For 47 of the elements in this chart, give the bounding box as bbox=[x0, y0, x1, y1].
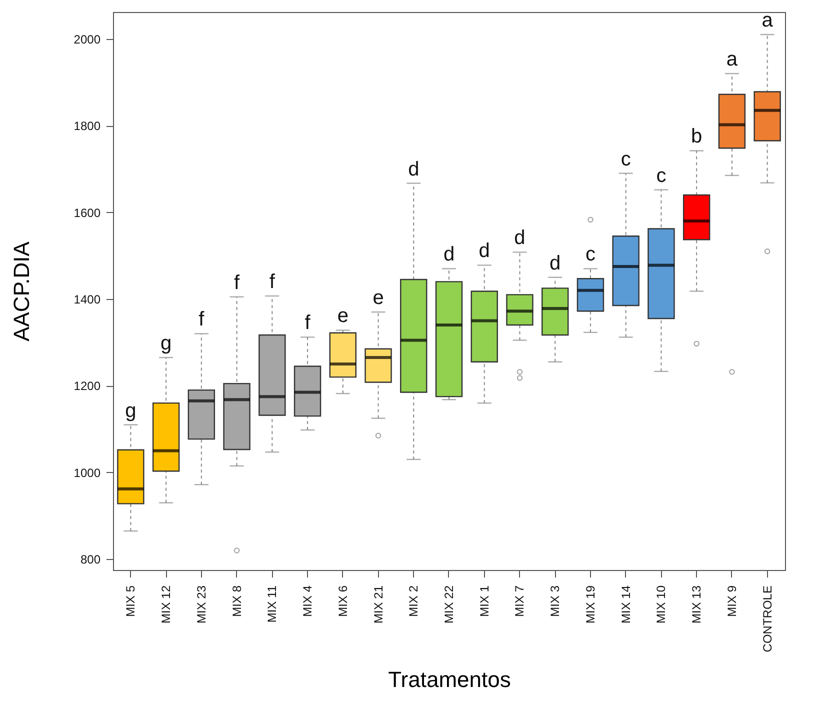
annotation: g bbox=[125, 400, 136, 422]
y-tick-label: 1600 bbox=[74, 206, 101, 220]
x-tick-label: MIX 2 bbox=[406, 585, 421, 617]
y-axis-title: AACP.DIA bbox=[8, 241, 34, 342]
x-tick-label: CONTROLE bbox=[760, 586, 774, 652]
annotation: f bbox=[269, 270, 276, 293]
annotation: e bbox=[337, 305, 348, 328]
x-tick-label: MIX 19 bbox=[583, 585, 598, 624]
x-tick-label: MIX 5 bbox=[124, 585, 138, 617]
x-tick-label: MIX 23 bbox=[194, 585, 208, 624]
y-tick-label: 1800 bbox=[74, 119, 101, 134]
x-tick-label: MIX 22 bbox=[442, 585, 456, 624]
y-tick-label: 800 bbox=[80, 552, 101, 567]
y-tick-label: 1000 bbox=[74, 466, 101, 480]
x-axis-title: Tratamentos bbox=[388, 667, 511, 692]
x-tick-label: MIX 9 bbox=[724, 585, 739, 617]
annotation: d bbox=[514, 227, 526, 250]
annotation: a bbox=[726, 48, 738, 71]
annotation: f bbox=[234, 272, 240, 294]
annotation: d bbox=[408, 158, 420, 180]
x-tick-label: MIX 14 bbox=[618, 585, 633, 624]
y-tick-label: 2000 bbox=[74, 32, 101, 46]
annotation: d bbox=[443, 244, 455, 266]
annotation: f bbox=[198, 308, 205, 331]
annotation: g bbox=[160, 332, 172, 355]
annotation: b bbox=[691, 126, 702, 148]
x-tick-label: MIX 1 bbox=[477, 585, 492, 617]
x-tick-label: MIX 8 bbox=[230, 585, 244, 617]
annotation: f bbox=[304, 312, 311, 334]
annotation: d bbox=[550, 252, 561, 274]
x-tick-label: MIX 11 bbox=[265, 585, 280, 623]
x-tick-label: MIX 7 bbox=[512, 585, 527, 617]
x-tick-label: MIX 10 bbox=[654, 585, 668, 624]
x-tick-label: MIX 3 bbox=[548, 585, 562, 617]
annotation: e bbox=[372, 287, 384, 310]
x-tick-label: MIX 12 bbox=[159, 585, 174, 624]
annotation: c bbox=[585, 244, 596, 266]
y-tick-label: 1200 bbox=[74, 379, 101, 394]
annotation: c bbox=[656, 164, 666, 187]
annotation: c bbox=[620, 148, 631, 170]
x-tick-label: MIX 13 bbox=[690, 585, 704, 624]
x-tick-label: MIX 6 bbox=[336, 585, 350, 617]
x-tick-label: MIX 4 bbox=[300, 585, 315, 617]
y-tick-label: 1400 bbox=[74, 292, 101, 307]
x-tick-label: MIX 21 bbox=[371, 585, 386, 624]
annotation: a bbox=[762, 10, 774, 32]
annotation: d bbox=[478, 240, 490, 262]
